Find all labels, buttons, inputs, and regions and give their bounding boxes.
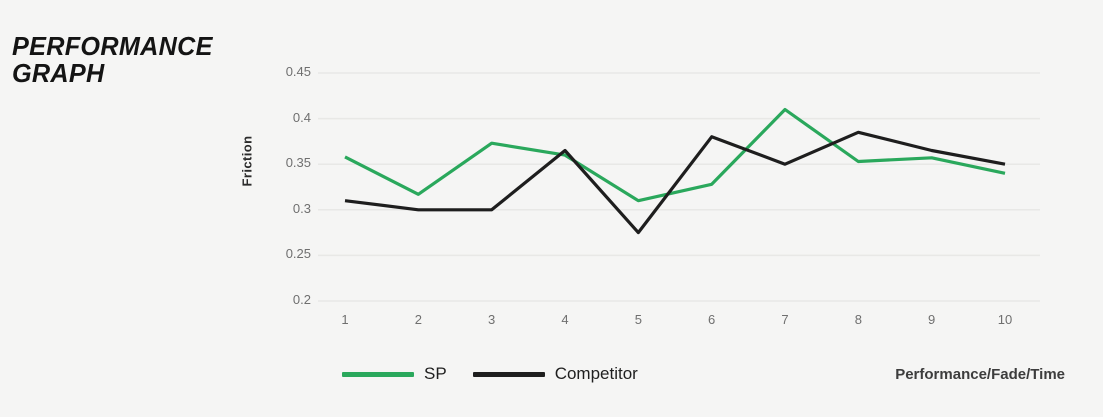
y-tick-label: 0.35	[285, 155, 311, 171]
x-tick-label: 5	[634, 312, 642, 327]
page-title-line-1: PERFORMANCE	[12, 31, 213, 61]
x-tick-label: 8	[854, 312, 862, 327]
x-axis-note: Performance/Fade/Time	[895, 366, 1065, 383]
x-tick-label: 4	[561, 312, 569, 327]
page-title: PERFORMANCE GRAPH	[12, 33, 213, 87]
y-tick-label: 0.2	[292, 292, 311, 307]
x-tick-label: 10	[997, 312, 1013, 327]
sp-legend-label: SP	[424, 364, 447, 383]
sp-legend-swatch	[342, 371, 414, 377]
x-tick-label: 2	[414, 312, 422, 327]
x-tick-label: 9	[928, 312, 936, 327]
series-line-competitor	[344, 130, 1006, 235]
chart-legend: SP Competitor	[342, 362, 638, 386]
competitor-legend-swatch	[472, 371, 545, 377]
x-tick-label: 6	[708, 312, 716, 327]
competitor-legend-label: Competitor	[554, 364, 638, 383]
y-tick-label: 0.3	[292, 200, 311, 216]
x-tick-label: 3	[488, 312, 496, 327]
y-tick-label: 0.4	[292, 109, 311, 125]
y-tick-label: 0.25	[285, 246, 311, 262]
x-tick-label: 1	[341, 312, 349, 327]
x-tick-label: 7	[781, 312, 789, 327]
page-title-line-2: GRAPH	[12, 58, 105, 88]
series-line-sp	[344, 107, 1006, 203]
y-tick-label: 0.45	[285, 64, 311, 79]
